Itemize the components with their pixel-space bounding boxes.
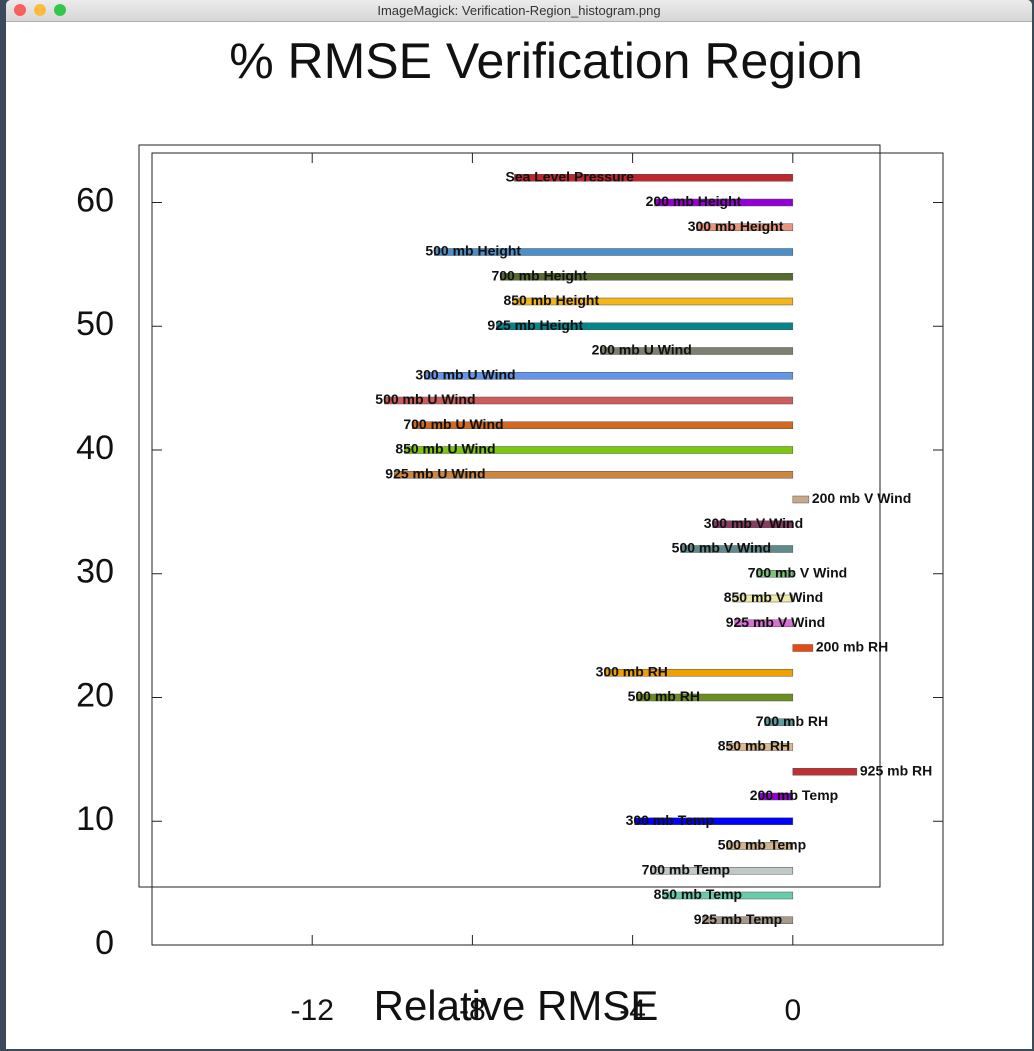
bar-label: 850 mb Height	[503, 292, 599, 308]
bar	[636, 693, 794, 702]
bar-label: 200 mb V Wind	[812, 490, 911, 506]
bar	[634, 817, 794, 825]
bar-label: 200 mb U Wind	[592, 342, 692, 358]
bar	[514, 174, 794, 182]
y-tick-label: 0	[95, 924, 114, 962]
bar-label: 300 mb RH	[596, 663, 668, 679]
chart-title: % RMSE Verification Region	[229, 33, 863, 89]
x-tick-label: -4	[619, 994, 646, 1027]
y-tick-label: 40	[76, 429, 114, 467]
chart: % RMSE Verification Region Relative RMSE…	[76, 33, 944, 1029]
bar	[764, 718, 794, 726]
title-bar: ImageMagick: Verification-Region_histogr…	[6, 0, 1032, 22]
bar	[680, 545, 794, 553]
bar	[792, 495, 810, 504]
bar-label: 700 mb U Wind	[403, 416, 503, 432]
bar	[712, 520, 794, 528]
bar-label: 300 mb Height	[688, 218, 784, 234]
bar	[758, 792, 794, 801]
bar	[394, 471, 794, 479]
bar-label: 700 mb Height	[491, 267, 587, 283]
bar-label: 925 mb V Wind	[726, 614, 825, 630]
bar	[662, 891, 794, 900]
bar	[512, 297, 794, 306]
bar-label: 500 mb U Wind	[375, 391, 475, 407]
x-tick-label: -8	[459, 994, 486, 1027]
bar-label: 850 mb U Wind	[395, 441, 495, 457]
x-tick-label: 0	[784, 994, 801, 1027]
bar	[650, 867, 794, 875]
bar-label: 700 mb V Wind	[748, 564, 847, 580]
close-button[interactable]	[14, 4, 26, 16]
zoom-button[interactable]	[54, 4, 66, 16]
bar-label: 500 mb RH	[628, 688, 700, 704]
window: ImageMagick: Verification-Region_histogr…	[6, 0, 1032, 1049]
bar-label: 850 mb V Wind	[724, 589, 823, 605]
bar-label: 200 mb RH	[816, 639, 888, 655]
x-axis-label: Relative RMSE	[374, 982, 659, 1029]
bar	[726, 842, 794, 850]
x-tick-label: -12	[291, 994, 334, 1027]
bar	[756, 570, 794, 578]
bar-label: 200 mb Temp	[750, 787, 838, 803]
y-tick-label: 20	[76, 676, 114, 714]
minimize-button[interactable]	[34, 4, 46, 16]
bar-label: 300 mb U Wind	[415, 366, 515, 382]
bar	[696, 223, 794, 231]
bar-label: 300 mb V Wind	[704, 515, 803, 531]
bar-label: 500 mb Temp	[718, 837, 806, 853]
bar-label: 925 mb Temp	[694, 911, 782, 927]
y-tick-label: 30	[76, 553, 114, 591]
bar	[604, 669, 794, 677]
bar-label: 850 mb RH	[718, 738, 790, 754]
bar-label: 850 mb Temp	[654, 886, 742, 902]
bar-label: 700 mb RH	[756, 713, 828, 729]
bar	[792, 644, 814, 652]
bar	[726, 743, 794, 751]
bar	[732, 594, 794, 603]
window-title: ImageMagick: Verification-Region_histogr…	[377, 3, 661, 18]
bar-label: Sea Level Pressure	[505, 168, 634, 184]
y-tick-label: 50	[76, 305, 114, 343]
bar	[496, 322, 794, 330]
bar	[600, 347, 794, 355]
bar-label: 500 mb V Wind	[672, 540, 771, 556]
bar	[702, 916, 794, 924]
bar	[384, 396, 794, 405]
bar-label: 200 mb Height	[646, 193, 742, 209]
bar	[654, 198, 794, 207]
y-tick-label: 10	[76, 800, 114, 838]
y-tick-label: 60	[76, 181, 114, 219]
bar-label: 925 mb Height	[487, 317, 583, 333]
bar-label: 500 mb Height	[425, 243, 521, 259]
bar	[792, 768, 858, 776]
bar-label: 925 mb RH	[860, 762, 932, 778]
bar	[734, 619, 794, 627]
bar	[412, 421, 794, 429]
plot-frame	[151, 152, 944, 946]
bar	[404, 446, 794, 454]
bar	[424, 372, 794, 380]
bar-label: 300 mb Temp	[626, 812, 714, 828]
bar	[434, 248, 794, 256]
bar	[500, 273, 794, 281]
bar-label: 925 mb U Wind	[385, 465, 485, 481]
bar-label: 700 mb Temp	[642, 861, 730, 877]
ghost-frame	[138, 144, 881, 888]
